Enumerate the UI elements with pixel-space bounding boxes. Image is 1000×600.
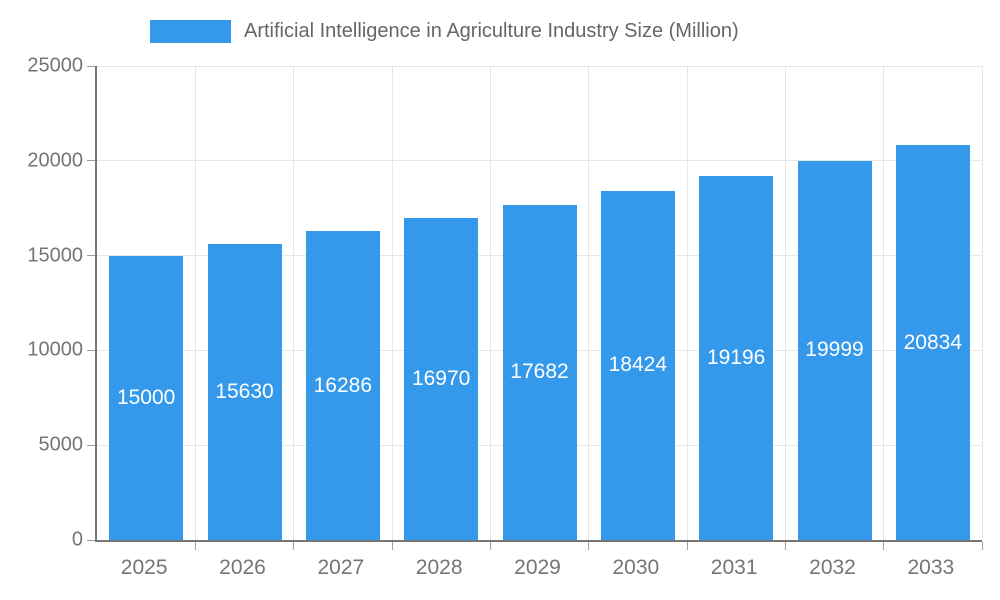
x-tick-label: 2030 [612, 556, 660, 579]
x-tick-mark [784, 542, 786, 550]
bar: 16970 [404, 218, 479, 540]
v-gridline [588, 66, 590, 540]
v-gridline [293, 66, 295, 540]
bar: 20834 [895, 145, 970, 540]
x-tick-label: 2031 [710, 556, 758, 579]
chart-title: Artificial Intelligence in Agriculture I… [244, 20, 739, 42]
bar: 19196 [699, 176, 774, 540]
plot-area: 15000 15630 16286 16970 17682 18424 19196 19999… [87, 65, 983, 550]
y-tick-label: 25000 [27, 54, 83, 77]
bar: 19999 [797, 160, 872, 540]
y-tick-mark [87, 349, 95, 351]
v-gridline [489, 66, 491, 540]
y-tick-label: 10000 [27, 338, 83, 361]
bar-value-label: 20834 [903, 330, 963, 354]
bar-value-label: 16286 [313, 373, 373, 397]
bar-value-label: 16970 [411, 367, 471, 391]
x-tick-mark [588, 542, 590, 550]
bar-value-label: 19196 [706, 346, 766, 370]
x-tick-mark [686, 542, 688, 550]
x-tick-mark [981, 542, 983, 550]
y-tick-mark [87, 255, 95, 257]
v-gridline [686, 66, 688, 540]
y-axis-labels: 0 5000 10000 15000 20000 25000 [0, 55, 84, 551]
bar-value-label: 17682 [510, 360, 569, 384]
bar-value-label: 18424 [608, 353, 668, 377]
v-gridline [784, 66, 786, 540]
x-tick-label: 2026 [219, 556, 266, 579]
h-gridline [97, 65, 982, 67]
v-gridline [391, 66, 393, 540]
bar-value-label: 19999 [805, 338, 864, 362]
bar: 18424 [600, 190, 675, 540]
y-tick-label: 15000 [27, 244, 83, 267]
y-tick-label: 5000 [38, 433, 84, 456]
y-tick-label: 20000 [27, 149, 83, 172]
y-tick-mark [87, 160, 95, 162]
x-tick-label: 2029 [514, 556, 561, 579]
h-gridline [97, 160, 982, 162]
legend: Artificial Intelligence in Agriculture I… [150, 20, 739, 43]
x-axis-labels: 2025 2026 2027 2028 2029 2030 2031 2032 2033 [95, 540, 980, 590]
bar-value-label: 15000 [116, 385, 176, 409]
y-tick-label: 0 [71, 528, 83, 551]
x-tick-label: 2025 [120, 556, 168, 579]
x-tick-mark [293, 542, 295, 550]
v-gridline [981, 66, 983, 540]
bar: 17682 [502, 204, 577, 540]
legend-swatch [150, 20, 231, 43]
bar: 15000 [109, 255, 184, 540]
y-tick-mark [87, 539, 95, 541]
x-tick-label: 2033 [907, 556, 955, 579]
x-tick-mark [489, 542, 491, 550]
x-tick-mark [391, 542, 393, 550]
x-tick-label: 2032 [809, 556, 856, 579]
bar: 16286 [305, 231, 380, 540]
v-gridline [883, 66, 885, 540]
v-gridline [194, 66, 196, 540]
x-tick-mark [883, 542, 885, 550]
x-tick-label: 2027 [317, 556, 365, 579]
bar-value-label: 15630 [215, 379, 274, 403]
y-tick-mark [87, 444, 95, 446]
y-tick-mark [87, 65, 95, 67]
x-tick-label: 2028 [415, 556, 463, 579]
bar: 15630 [207, 243, 282, 540]
x-tick-mark [194, 542, 196, 550]
